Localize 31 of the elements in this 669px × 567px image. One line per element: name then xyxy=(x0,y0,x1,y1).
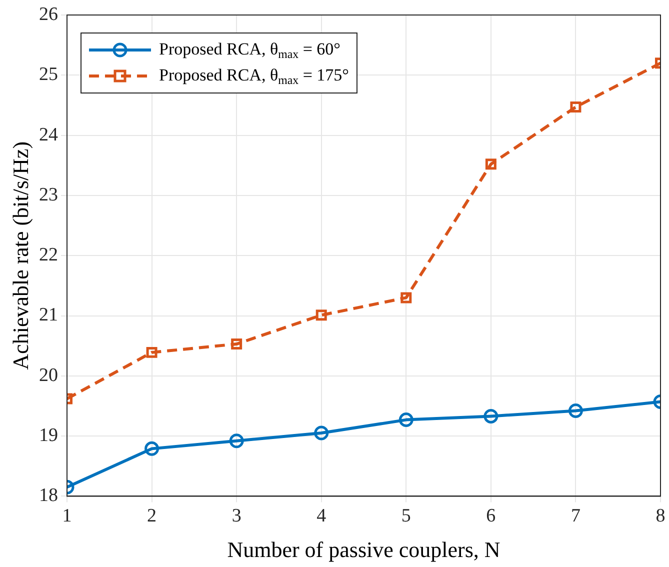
y-tick-label: 24 xyxy=(39,124,58,146)
point xyxy=(146,346,158,358)
x-tick-label: 8 xyxy=(656,506,666,527)
point xyxy=(484,408,498,424)
point xyxy=(568,404,583,418)
point xyxy=(398,412,414,428)
y-tick-label: 18 xyxy=(39,485,58,506)
x-tick-label: 5 xyxy=(401,506,411,527)
point xyxy=(144,441,160,456)
point xyxy=(229,434,244,448)
y-tick-label: 19 xyxy=(39,425,58,446)
point xyxy=(485,158,496,170)
x-tick-label: 4 xyxy=(316,506,327,527)
x-tick-label: 7 xyxy=(570,506,580,527)
point xyxy=(314,426,329,440)
point xyxy=(400,292,412,304)
x-tick-label: 2 xyxy=(147,506,157,527)
x-tick-label: 6 xyxy=(486,506,496,527)
y-tick-label: 23 xyxy=(39,184,58,206)
point xyxy=(231,338,242,350)
point xyxy=(570,102,582,113)
y-tick-label: 26 xyxy=(39,4,58,25)
point xyxy=(316,310,327,321)
y-tick-label: 20 xyxy=(39,364,58,386)
y-tick-label: 22 xyxy=(39,244,58,266)
y-axis-title: Achievable rate (bit/s/Hz) xyxy=(8,141,33,370)
y-tick-label: 21 xyxy=(39,304,58,326)
y-tick-label: 25 xyxy=(39,64,58,86)
x-tick-label: 3 xyxy=(232,506,242,527)
x-tick-label: 1 xyxy=(62,506,72,527)
x-axis-title: Number of passive couplers, N xyxy=(227,537,500,562)
